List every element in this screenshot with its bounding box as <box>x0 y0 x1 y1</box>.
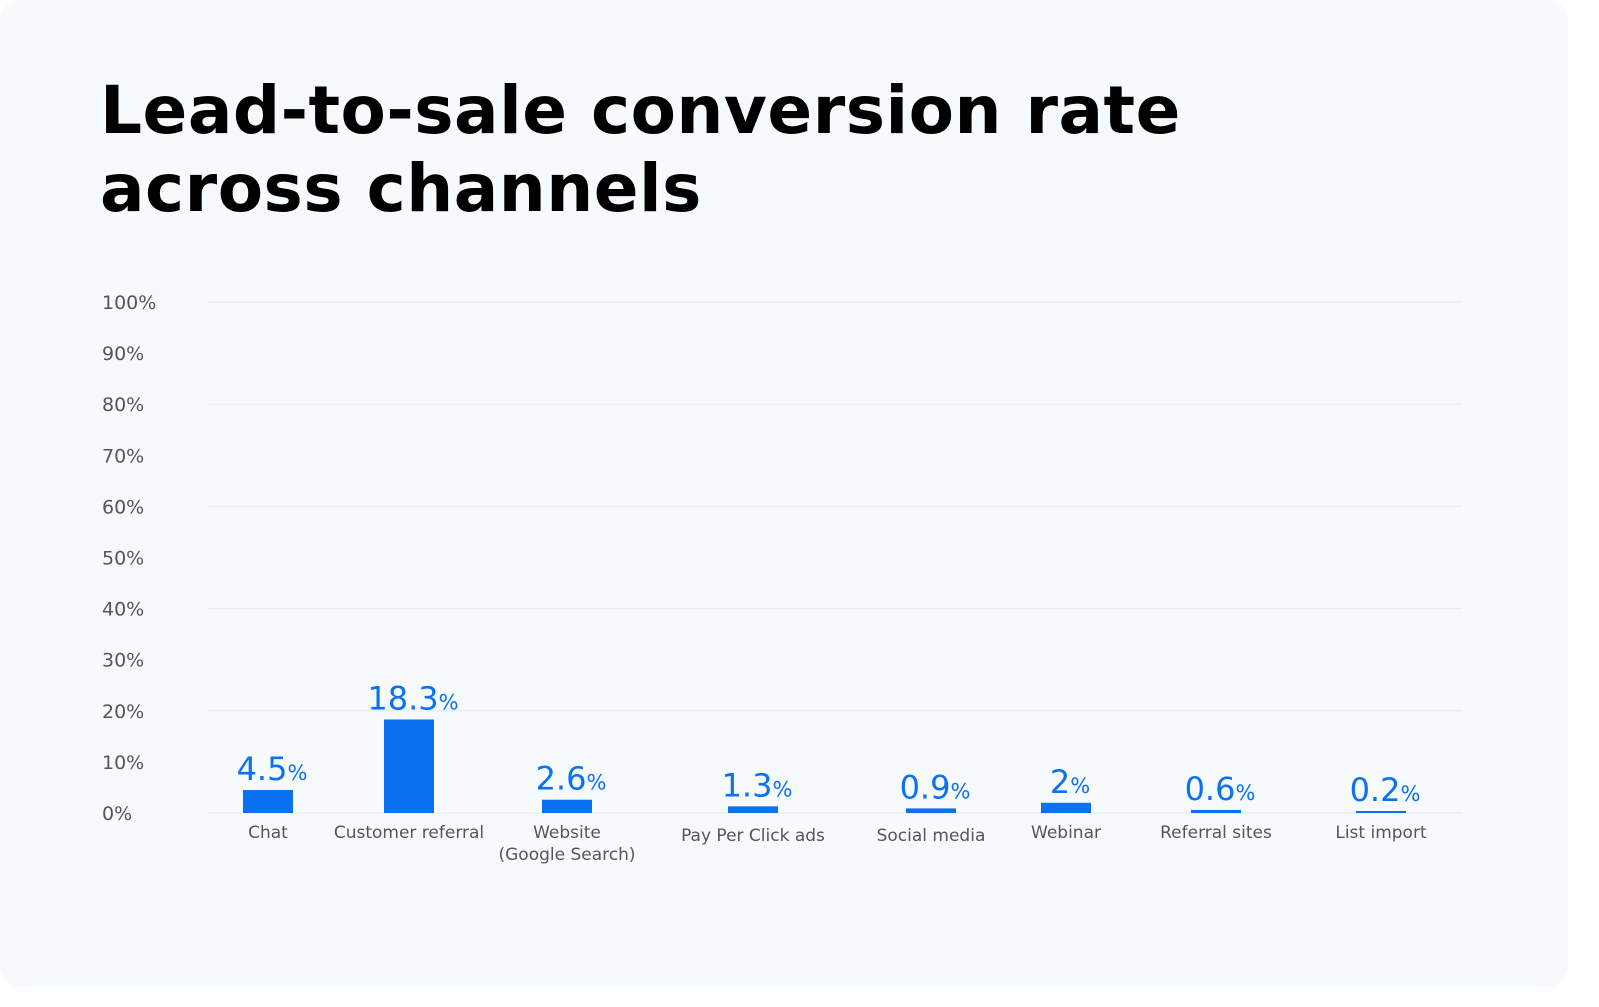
chart-card: Lead-to-sale conversion rate across chan… <box>100 72 1181 227</box>
data-label: 18.3% <box>367 679 458 717</box>
data-label: 2% <box>1050 763 1090 801</box>
y-tick-label: 90% <box>102 343 144 365</box>
category-label: Customer referral <box>334 823 484 843</box>
y-tick-label: 100% <box>102 292 156 314</box>
bar <box>542 799 592 813</box>
y-tick-label: 60% <box>102 496 144 518</box>
y-tick-label: 80% <box>102 394 144 416</box>
category-label: Website (Google Search) <box>498 823 635 865</box>
bar <box>1356 811 1406 813</box>
category-label: List import <box>1335 823 1427 843</box>
category-label: Referral sites <box>1160 823 1272 843</box>
y-tick-label: 50% <box>102 548 144 570</box>
bar <box>1191 809 1241 813</box>
y-tick-label: 30% <box>102 650 144 672</box>
category-label: Pay Per Click ads <box>681 826 825 846</box>
category-label: Chat <box>248 823 288 843</box>
y-tick-label: 10% <box>102 752 144 774</box>
bar <box>243 790 293 813</box>
bar <box>906 808 956 813</box>
category-label: Social media <box>877 826 986 846</box>
data-label: 0.2% <box>1350 771 1421 809</box>
y-tick-label: 20% <box>102 701 144 723</box>
y-tick-label: 0% <box>102 803 132 825</box>
category-label: Webinar <box>1031 823 1101 843</box>
chart-title: Lead-to-sale conversion rate across chan… <box>100 72 1181 227</box>
bar <box>384 719 434 813</box>
data-label: 2.6% <box>536 760 607 798</box>
data-label: 1.3% <box>722 766 793 804</box>
bar <box>728 806 778 813</box>
data-label: 0.9% <box>900 768 971 806</box>
data-label: 0.6% <box>1185 770 1256 808</box>
bar <box>1041 802 1091 813</box>
y-tick-label: 40% <box>102 599 144 621</box>
y-tick-label: 70% <box>102 445 144 467</box>
data-label: 4.5% <box>237 750 308 788</box>
